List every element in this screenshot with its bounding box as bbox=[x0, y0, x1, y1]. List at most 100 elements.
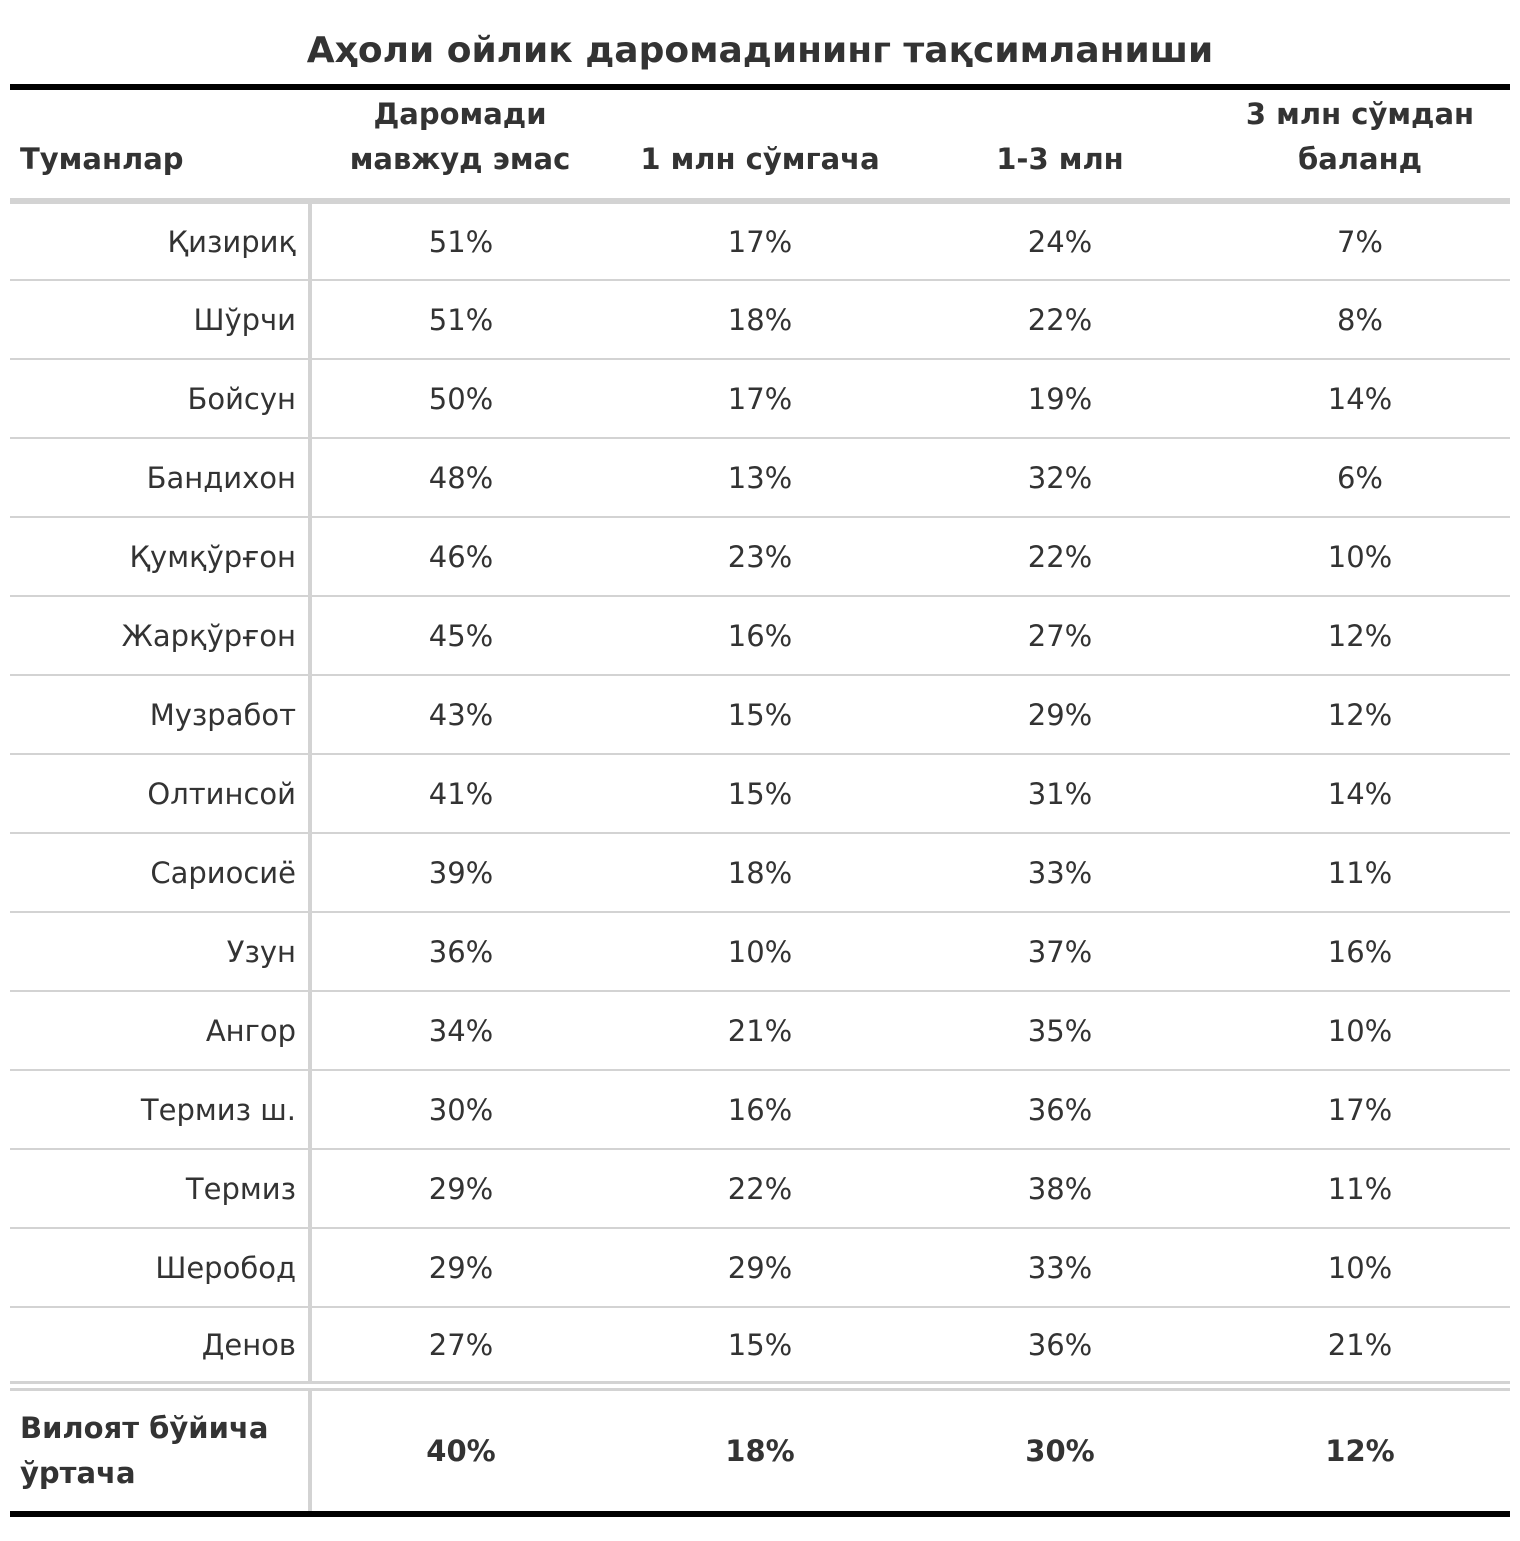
summary-up-to-1m: 18% bbox=[610, 1381, 910, 1517]
district-name: Жарқўрғон bbox=[10, 596, 312, 676]
cell-1-3m: 27% bbox=[910, 596, 1210, 676]
district-name: Шеробод bbox=[10, 1228, 312, 1308]
header-no-income: Даромади мавжуд эмас bbox=[310, 90, 610, 204]
table-row: Шеробод 29% 29% 33% 10% bbox=[10, 1228, 1510, 1308]
cell-no-income: 41% bbox=[310, 754, 610, 834]
cell-up-to-1m: 15% bbox=[610, 675, 910, 755]
cell-1-3m: 37% bbox=[910, 912, 1210, 992]
cell-no-income: 45% bbox=[310, 596, 610, 676]
cell-no-income: 34% bbox=[310, 991, 610, 1071]
cell-1-3m: 36% bbox=[910, 1070, 1210, 1150]
cell-no-income: 39% bbox=[310, 833, 610, 913]
district-name: Узун bbox=[10, 912, 312, 992]
cell-up-to-1m: 13% bbox=[610, 438, 910, 518]
district-name: Ангор bbox=[10, 991, 312, 1071]
cell-1-3m: 24% bbox=[910, 201, 1210, 281]
cell-no-income: 43% bbox=[310, 675, 610, 755]
cell-up-to-1m: 15% bbox=[727, 1327, 793, 1362]
summary-no-income: 40% bbox=[310, 1381, 610, 1517]
cell-above-3m: 12% bbox=[1210, 675, 1510, 755]
header-above-3m: 3 млн сўмдан баланд bbox=[1210, 90, 1510, 204]
district-name: Қизириқ bbox=[10, 201, 312, 281]
summary-1-3m: 30% bbox=[910, 1381, 1210, 1517]
table-row: Олтинсой 41% 15% 31% 14% bbox=[10, 754, 1510, 834]
table-row: Сариосиё 39% 18% 33% 11% bbox=[10, 833, 1510, 913]
table-row: Музработ 43% 15% 29% 12% bbox=[10, 675, 1510, 755]
cell-above-3m: 10% bbox=[1210, 517, 1510, 597]
cell-above-3m: 6% bbox=[1210, 438, 1510, 518]
income-distribution-table: Туманлар Даромади мавжуд эмас 1 млн сўмг… bbox=[10, 90, 1510, 1517]
district-name: Бойсун bbox=[10, 359, 312, 439]
cell-up-to-1m: 15% bbox=[610, 754, 910, 834]
cell-no-income: 29% bbox=[310, 1149, 610, 1229]
cell-1-3m: 31% bbox=[910, 754, 1210, 834]
district-name: Музработ bbox=[10, 675, 312, 755]
district-name: Термиз ш. bbox=[10, 1070, 312, 1150]
cell-1-3m: 33% bbox=[910, 833, 1210, 913]
cell-above-3m: 21% bbox=[1327, 1327, 1393, 1362]
table-row: Шўрчи 51% 18% 22% 8% bbox=[10, 280, 1510, 360]
cell-1-3m: 35% bbox=[910, 991, 1210, 1071]
cell-up-to-1m: 29% bbox=[610, 1228, 910, 1308]
cell-above-3m: 10% bbox=[1210, 1228, 1510, 1308]
cell-above-3m: 14% bbox=[1210, 754, 1510, 834]
cell-above-3m: 10% bbox=[1210, 991, 1510, 1071]
cell-up-to-1m: 18% bbox=[610, 833, 910, 913]
district-name: Шўрчи bbox=[10, 280, 312, 360]
table-row: Термиз 29% 22% 38% 11% bbox=[10, 1149, 1510, 1229]
top-rule bbox=[10, 84, 1510, 90]
district-name: Денов bbox=[10, 1307, 312, 1386]
cell-above-3m: 16% bbox=[1210, 912, 1510, 992]
cell-1-3m: 33% bbox=[910, 1228, 1210, 1308]
district-name: Термиз bbox=[10, 1149, 312, 1229]
district-name: Бандихон bbox=[10, 438, 312, 518]
cell-above-3m: 8% bbox=[1210, 280, 1510, 360]
table-row: Жарқўрғон 45% 16% 27% 12% bbox=[10, 596, 1510, 676]
cell-above-3m: 17% bbox=[1210, 1070, 1510, 1150]
cell-no-income: 50% bbox=[310, 359, 610, 439]
cell-up-to-1m: 17% bbox=[610, 201, 910, 281]
cell-no-income: 27% bbox=[428, 1327, 494, 1362]
header-up-to-1m: 1 млн сўмгача bbox=[610, 90, 910, 204]
cell-no-income: 30% bbox=[310, 1070, 610, 1150]
table-title: Аҳоли ойлик даромадининг тақсимланиши bbox=[306, 30, 1214, 71]
table-row: Қумқўрғон 46% 23% 22% 10% bbox=[10, 517, 1510, 597]
cell-no-income: 46% bbox=[310, 517, 610, 597]
cell-up-to-1m: 22% bbox=[610, 1149, 910, 1229]
cell-up-to-1m: 16% bbox=[610, 596, 910, 676]
cell-above-3m: 14% bbox=[1210, 359, 1510, 439]
table-row: Термиз ш. 30% 16% 36% 17% bbox=[10, 1070, 1510, 1150]
cell-1-3m: 22% bbox=[910, 517, 1210, 597]
cell-above-3m: 12% bbox=[1210, 596, 1510, 676]
cell-1-3m: 38% bbox=[910, 1149, 1210, 1229]
table-row: Қизириқ 51% 17% 24% 7% bbox=[10, 201, 1510, 281]
cell-up-to-1m: 17% bbox=[610, 359, 910, 439]
cell-1-3m: 19% bbox=[910, 359, 1210, 439]
cell-up-to-1m: 16% bbox=[610, 1070, 910, 1150]
cell-no-income: 48% bbox=[310, 438, 610, 518]
cell-above-3m: 11% bbox=[1210, 833, 1510, 913]
cell-no-income: 51% bbox=[310, 201, 610, 281]
table-row: Узун 36% 10% 37% 16% bbox=[10, 912, 1510, 992]
cell-1-3m: 22% bbox=[910, 280, 1210, 360]
district-name: Қумқўрғон bbox=[10, 517, 312, 597]
cell-up-to-1m: 23% bbox=[610, 517, 910, 597]
district-name: Сариосиё bbox=[10, 833, 312, 913]
cell-no-income: 29% bbox=[310, 1228, 610, 1308]
cell-above-3m: 7% bbox=[1210, 201, 1510, 281]
table-body: Қизириқ 51% 17% 24% 7% Шўрчи 51% 18% 22% 8% Бойсун… bbox=[10, 201, 1510, 1386]
table-row: Бойсун 50% 17% 19% 14% bbox=[10, 359, 1510, 439]
cell-up-to-1m: 21% bbox=[610, 991, 910, 1071]
header-districts: Туманлар bbox=[10, 90, 310, 204]
table-row: Бандихон 48% 13% 32% 6% bbox=[10, 438, 1510, 518]
table-row: Денов 27% 15% 36% 21% bbox=[10, 1307, 1510, 1386]
cell-no-income: 36% bbox=[310, 912, 610, 992]
district-name: Олтинсой bbox=[10, 754, 312, 834]
table-row: Ангор 34% 21% 35% 10% bbox=[10, 991, 1510, 1071]
summary-label: Вилоят бўйича ўртача bbox=[10, 1381, 312, 1517]
cell-no-income: 51% bbox=[310, 280, 610, 360]
cell-up-to-1m: 18% bbox=[610, 280, 910, 360]
cell-1-3m: 32% bbox=[910, 438, 1210, 518]
header-row: Туманлар Даромади мавжуд эмас 1 млн сўмг… bbox=[10, 90, 1510, 204]
cell-1-3m: 29% bbox=[910, 675, 1210, 755]
